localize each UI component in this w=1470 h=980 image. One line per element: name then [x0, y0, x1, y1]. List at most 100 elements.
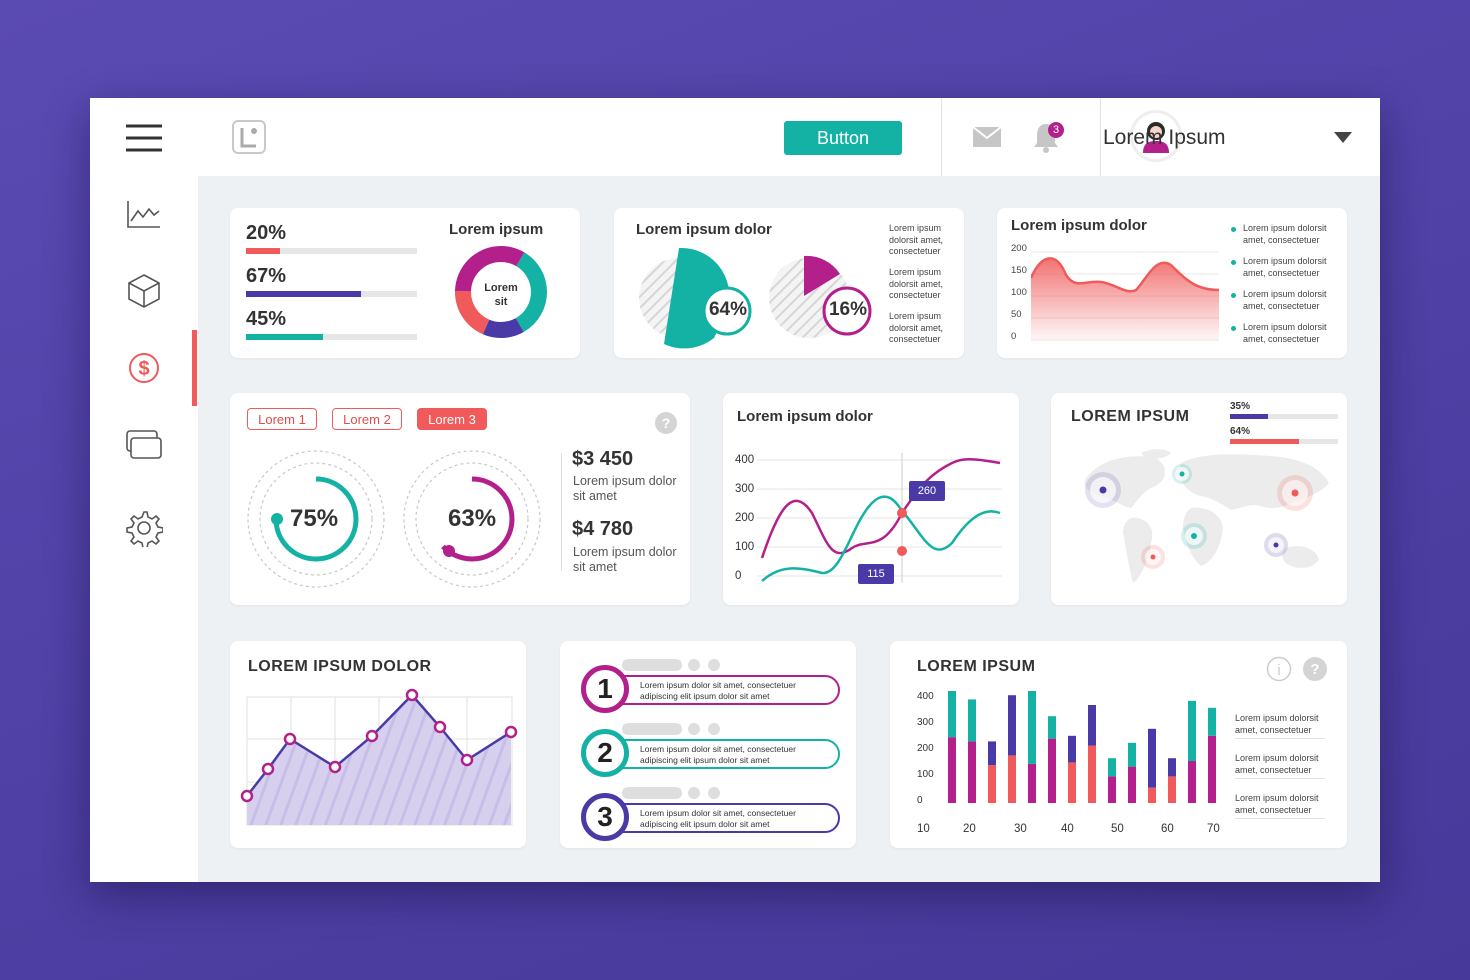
bar-segment	[1048, 716, 1056, 739]
bar-segment	[1188, 761, 1196, 803]
x-tick: 20	[963, 823, 976, 835]
placeholder-bar	[622, 787, 682, 799]
stat-value: $4 780	[572, 518, 634, 540]
data-point	[504, 725, 518, 739]
data-point	[433, 720, 447, 734]
help-icon[interactable]: ?	[654, 411, 678, 435]
step-text: adipiscing elit ipsum dolor sit amet	[640, 691, 770, 701]
legend-dot	[1231, 293, 1236, 298]
placeholder-bar	[622, 659, 682, 671]
svg-text:i: i	[1277, 662, 1280, 679]
progress-fill	[1230, 414, 1268, 419]
placeholder-dot	[708, 659, 720, 671]
legend-text: amet, consectetuer	[1243, 234, 1320, 245]
bar-segment	[1048, 738, 1056, 803]
legend-text: amet, consectetuer	[1243, 267, 1320, 278]
gauge-63	[403, 450, 541, 588]
x-tick: 10	[917, 823, 930, 835]
legend-text: dolorsit amet,	[889, 322, 944, 333]
data-point	[405, 688, 419, 702]
data-point	[328, 760, 342, 774]
bar-segment	[968, 741, 976, 803]
x-tick: 40	[1061, 823, 1074, 835]
gauge-value: 63%	[448, 505, 497, 532]
placeholder-dot	[688, 723, 700, 735]
cube-icon	[128, 274, 160, 308]
bar-chart-card: LOREM IPSUM i ? 400 300 200 100 0 10 20 30 40 50 6…	[890, 641, 1347, 848]
gear-icon	[126, 511, 163, 547]
svg-text:?: ?	[1310, 661, 1319, 678]
divider	[1100, 98, 1101, 176]
tab-lorem-2[interactable]: Lorem 2	[332, 408, 402, 430]
bar-segment	[1188, 700, 1196, 761]
legend-dot	[1231, 227, 1236, 232]
area-card: Lorem ipsum dolor 200 150 100 50 0 Lorem ipsu…	[997, 208, 1347, 358]
legend-text: Lorem ipsum	[889, 311, 942, 321]
progress-label: 45%	[246, 308, 287, 330]
sidebar-item-analytics[interactable]	[124, 194, 164, 234]
pie-label-circle	[702, 286, 752, 336]
chevron-down-icon[interactable]	[1334, 132, 1352, 144]
purple-area-card: LOREM IPSUM DOLOR	[230, 641, 526, 848]
legend-text: amet, consectetuer	[1235, 724, 1312, 735]
y-tick: 100	[1011, 287, 1027, 298]
primary-button[interactable]: Button	[784, 121, 902, 155]
donut-chart	[455, 246, 547, 338]
purple-area-chart	[240, 688, 518, 826]
step-number-1: 1	[581, 665, 629, 713]
y-tick: 200	[735, 512, 755, 524]
sidebar-item-cards[interactable]	[124, 425, 164, 465]
bar-segment	[948, 691, 956, 738]
progress-track	[1230, 439, 1338, 444]
bar-segment	[1148, 787, 1156, 803]
step-text-box	[604, 739, 840, 769]
bar-segment	[1148, 728, 1156, 788]
placeholder-dot	[708, 787, 720, 799]
y-tick: 400	[917, 691, 934, 702]
step-number-2: 2	[581, 729, 629, 777]
bar-segment	[988, 741, 996, 766]
info-icon[interactable]: i	[1266, 656, 1292, 682]
legend-text: dolorsit amet,	[889, 278, 944, 289]
series-line-a	[760, 458, 1001, 559]
dollar-icon: $	[129, 353, 159, 383]
sidebar-item-settings[interactable]	[124, 508, 164, 548]
progress-label: 67%	[246, 265, 287, 287]
gauge-value: 75%	[290, 505, 339, 532]
donut-segment	[455, 246, 547, 338]
step-text: adipiscing elit ipsum dolor sit amet	[640, 755, 770, 765]
avatar[interactable]	[1130, 110, 1182, 162]
callout-low: 115	[858, 564, 894, 584]
legend-text: Lorem ipsum dolorsit	[1243, 322, 1327, 332]
sidebar: $	[90, 98, 198, 882]
donut-segment	[455, 246, 547, 338]
tab-lorem-1[interactable]: Lorem 1	[247, 408, 317, 430]
bar-segment	[1008, 695, 1016, 756]
tab-lorem-3[interactable]: Lorem 3	[417, 408, 487, 430]
step-text: Lorem ipsum dolor sit amet, consectetuer	[640, 744, 796, 754]
step-number-3: 3	[581, 793, 629, 841]
help-icon[interactable]: ?	[1302, 656, 1328, 682]
mail-icon[interactable]	[972, 126, 1002, 153]
legend-divider	[1235, 818, 1325, 819]
callout-high: 260	[909, 481, 945, 501]
bar-segment	[1168, 758, 1176, 777]
sidebar-item-finance[interactable]: $	[124, 348, 164, 388]
step-text-box	[604, 803, 840, 833]
progress-fill	[246, 291, 361, 297]
area-chart	[1031, 251, 1219, 341]
sidebar-item-products[interactable]	[124, 271, 164, 311]
bar-segment	[1028, 763, 1036, 803]
divider	[941, 98, 942, 176]
legend-text: amet, consectetuer	[1235, 804, 1312, 815]
donut-segment	[455, 246, 547, 338]
pie-label-circle	[822, 286, 872, 336]
username[interactable]: Lorem Ipsum	[1103, 126, 1226, 149]
series-line-b	[761, 495, 1001, 582]
card-title: Lorem ipsum dolor	[1011, 217, 1147, 234]
pie-charts	[639, 247, 872, 349]
line-chart	[757, 453, 1002, 583]
placeholder-bar	[622, 723, 682, 735]
divider	[561, 453, 562, 571]
hamburger-menu-icon[interactable]	[124, 118, 164, 158]
